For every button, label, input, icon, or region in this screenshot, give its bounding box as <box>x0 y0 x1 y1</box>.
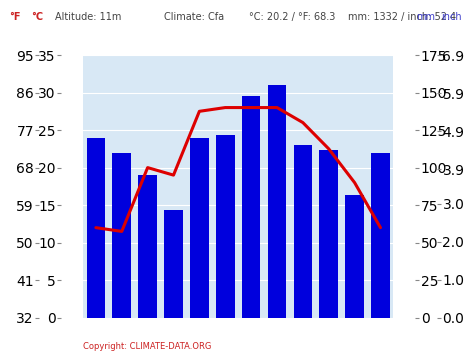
Text: Climate: Cfa: Climate: Cfa <box>164 12 224 22</box>
Text: °C: °C <box>31 12 43 22</box>
Bar <box>112 153 131 318</box>
Text: inch: inch <box>441 12 462 22</box>
Bar <box>216 135 235 318</box>
Text: °C: 20.2 / °F: 68.3: °C: 20.2 / °F: 68.3 <box>249 12 335 22</box>
Bar <box>138 175 157 318</box>
Bar <box>319 149 338 318</box>
Text: mm: mm <box>416 12 435 22</box>
Bar <box>190 138 209 318</box>
Text: Altitude: 11m: Altitude: 11m <box>55 12 121 22</box>
Text: mm: 1332 / inch: 52.4: mm: 1332 / inch: 52.4 <box>348 12 456 22</box>
Bar <box>242 95 260 318</box>
Bar <box>371 153 390 318</box>
Text: °F: °F <box>9 12 21 22</box>
Bar <box>164 210 183 318</box>
Bar <box>87 138 105 318</box>
Text: Copyright: CLIMATE-DATA.ORG: Copyright: CLIMATE-DATA.ORG <box>83 343 211 351</box>
Bar <box>345 195 364 318</box>
Bar <box>293 145 312 318</box>
Bar <box>268 85 286 318</box>
